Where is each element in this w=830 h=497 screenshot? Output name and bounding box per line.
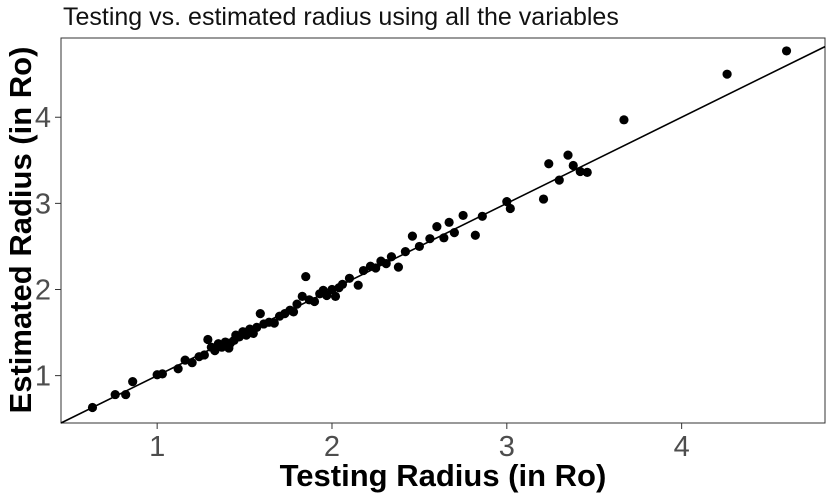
y-axis-label: Estimated Radius (in Ro) xyxy=(3,47,38,414)
chart-title: Testing vs. estimated radius using all t… xyxy=(63,3,619,31)
data-point xyxy=(563,150,573,160)
data-point xyxy=(538,194,549,204)
data-point xyxy=(187,358,197,368)
data-point xyxy=(297,291,307,301)
data-point xyxy=(477,211,487,221)
x-tick-label: 4 xyxy=(674,431,690,463)
data-point xyxy=(458,210,468,221)
data-point xyxy=(781,46,792,56)
y-tick-label: 1 xyxy=(35,361,51,393)
data-point xyxy=(449,228,459,238)
data-point xyxy=(180,355,190,365)
data-point xyxy=(157,369,168,379)
data-point xyxy=(722,69,732,79)
data-point xyxy=(432,222,442,232)
data-point xyxy=(199,350,209,360)
data-point xyxy=(575,166,585,177)
data-point xyxy=(337,279,348,289)
y-axis: 1 2 3 4 xyxy=(35,102,61,393)
y-tick-label: 3 xyxy=(35,188,51,220)
data-point xyxy=(173,364,183,374)
data-point xyxy=(292,299,302,309)
data-point xyxy=(502,197,512,207)
data-point xyxy=(288,307,299,317)
data-point xyxy=(301,271,311,282)
data-point xyxy=(210,346,220,356)
data-point xyxy=(386,252,397,262)
data-point xyxy=(327,284,337,295)
data-point xyxy=(371,263,381,273)
data-point xyxy=(470,230,480,240)
data-point xyxy=(203,334,213,345)
data-point xyxy=(330,291,341,301)
x-tick-label: 2 xyxy=(324,431,340,463)
data-point xyxy=(400,247,411,257)
data-point xyxy=(582,167,592,177)
data-point xyxy=(269,318,279,328)
x-axis-label: Testing Radius (in Ro) xyxy=(280,458,607,493)
data-point xyxy=(110,389,120,400)
data-point xyxy=(544,159,554,169)
data-point xyxy=(425,234,435,244)
data-point xyxy=(87,402,98,413)
data-point xyxy=(554,175,564,185)
data-point xyxy=(344,273,355,283)
x-tick-label: 1 xyxy=(149,431,165,463)
data-point xyxy=(407,231,418,241)
data-point xyxy=(414,241,424,252)
data-point xyxy=(128,377,138,387)
data-point xyxy=(358,265,369,276)
data-point xyxy=(439,233,449,243)
y-tick-label: 2 xyxy=(35,274,51,306)
data-point xyxy=(322,290,332,301)
data-point xyxy=(505,203,515,214)
data-point xyxy=(444,217,454,227)
data-point xyxy=(381,259,391,269)
data-point xyxy=(252,322,262,332)
data-point xyxy=(619,115,629,125)
data-point xyxy=(353,280,363,290)
points-layer xyxy=(87,46,792,413)
y-tick-label: 4 xyxy=(35,102,51,134)
data-point xyxy=(255,309,265,319)
x-axis: 1 2 3 4 xyxy=(149,423,690,463)
data-point xyxy=(121,389,131,400)
data-point xyxy=(309,296,320,307)
x-tick-label: 3 xyxy=(499,431,515,463)
data-point xyxy=(393,262,404,272)
data-point xyxy=(568,160,578,171)
